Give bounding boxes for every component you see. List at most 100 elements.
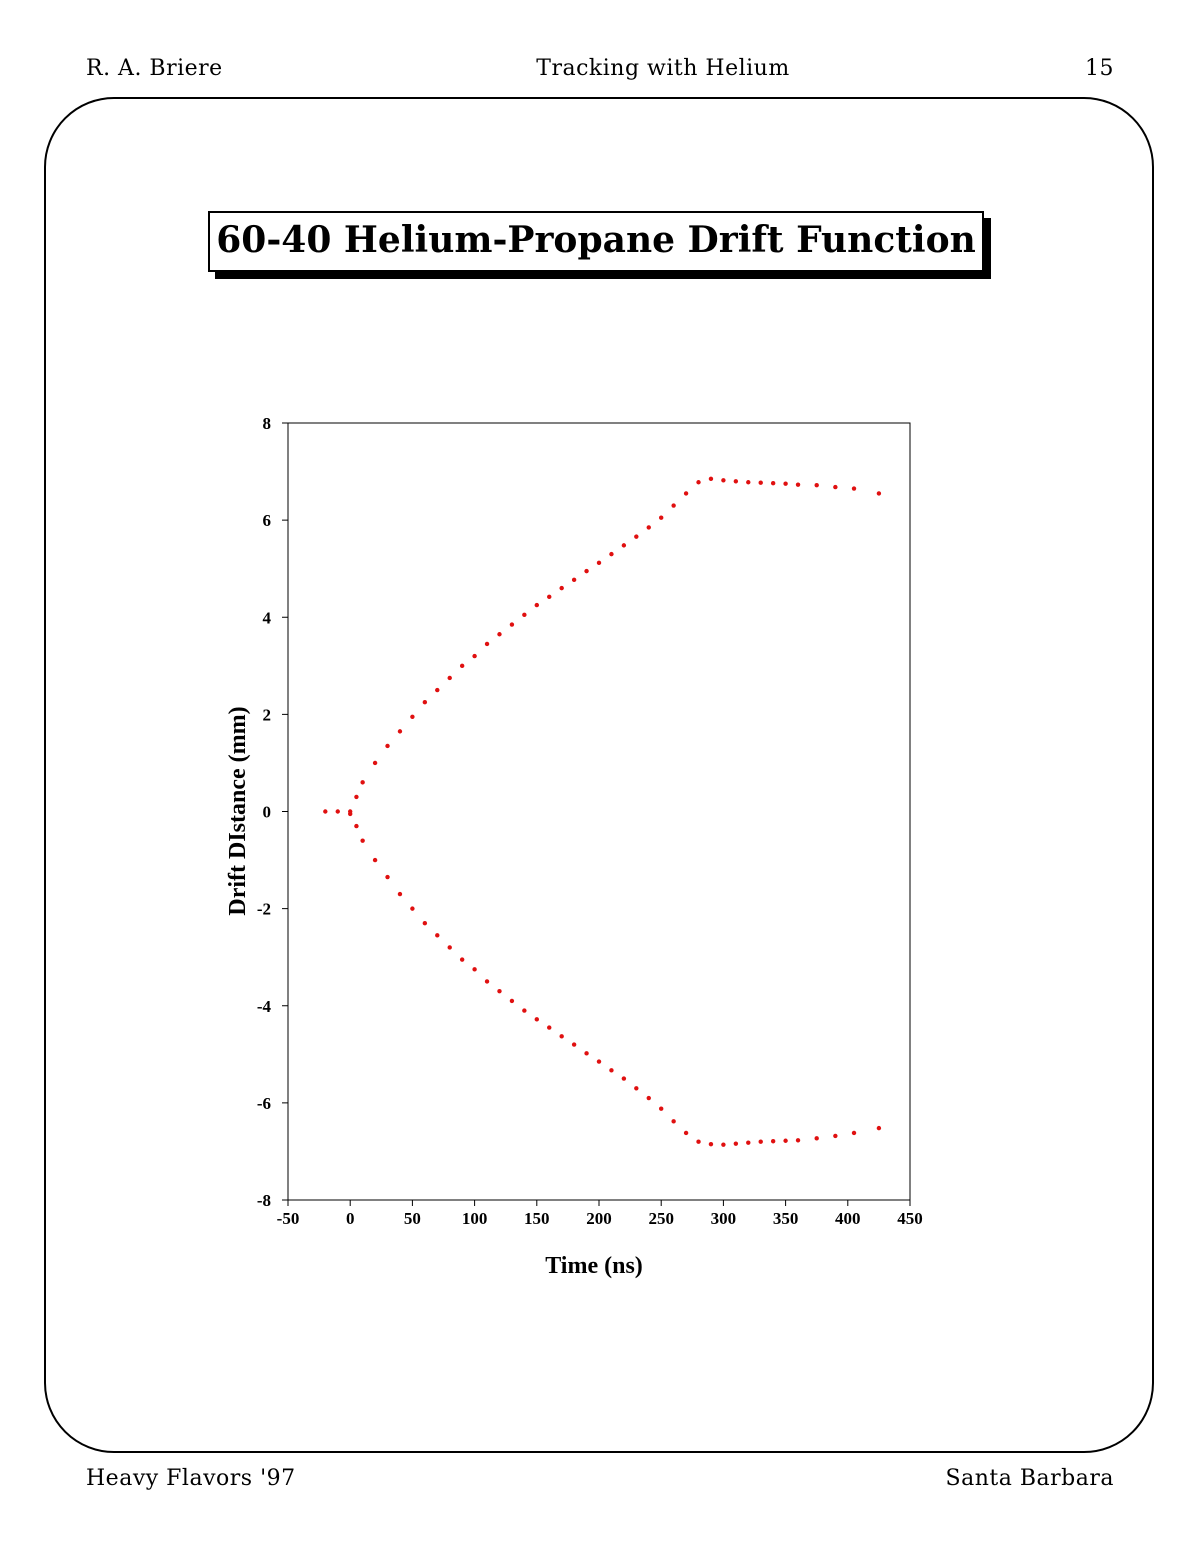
data-point [509, 622, 515, 627]
data-point [534, 1017, 539, 1022]
y-tick-label: 8 [263, 414, 272, 433]
data-point [522, 612, 527, 618]
data-point [547, 594, 552, 600]
data-point [708, 1141, 714, 1147]
data-point [348, 811, 353, 817]
x-tick-label: 400 [835, 1209, 861, 1228]
data-point [534, 602, 539, 608]
data-point [410, 714, 415, 720]
data-point [609, 1068, 614, 1073]
data-point [584, 1051, 589, 1056]
data-point [360, 838, 365, 843]
data-point [696, 1139, 701, 1144]
y-axis-title: Drift DIstance (mm) [225, 706, 251, 915]
data-point [354, 794, 359, 800]
data-point [646, 1095, 651, 1101]
data-point [770, 481, 776, 486]
y-tick-label: 4 [263, 608, 272, 627]
page-number: 15 [1085, 56, 1114, 81]
data-point [385, 874, 390, 880]
data-point [733, 479, 739, 484]
data-point [509, 998, 515, 1004]
x-axis-ticks: -50 0 50 100 150 200 250 300 350 400 450 [277, 1200, 923, 1228]
data-point [459, 663, 465, 669]
x-tick-label: -50 [277, 1209, 300, 1228]
x-tick-label: 350 [773, 1209, 799, 1228]
data-point [422, 920, 428, 926]
data-point [497, 988, 502, 994]
data-point [634, 1086, 639, 1091]
data-point [354, 823, 359, 829]
y-tick-label: -2 [257, 900, 271, 919]
data-points [323, 476, 882, 1147]
x-axis-title: Time (ns) [545, 1253, 643, 1279]
data-point [733, 1141, 739, 1146]
data-point [696, 480, 701, 485]
data-point [596, 1059, 602, 1064]
data-point [758, 480, 763, 485]
data-point [547, 1025, 552, 1030]
data-point [851, 1130, 857, 1136]
y-tick-label: 0 [263, 803, 272, 822]
header-title: Tracking with Helium [536, 56, 790, 81]
data-point [814, 482, 819, 488]
data-point [335, 809, 340, 814]
data-point [522, 1008, 527, 1013]
data-point [783, 481, 788, 486]
x-tick-label: 300 [711, 1209, 737, 1228]
data-point [795, 1138, 801, 1143]
x-tick-label: 50 [404, 1209, 421, 1228]
data-point [596, 560, 602, 566]
data-point [814, 1136, 819, 1141]
data-point [876, 1125, 882, 1131]
data-point [683, 1130, 689, 1136]
plot-area [287, 422, 911, 1201]
data-point [659, 1106, 664, 1111]
data-point [609, 551, 614, 557]
data-point [833, 1133, 838, 1139]
x-tick-label: 100 [462, 1209, 488, 1228]
data-point [571, 577, 577, 583]
data-point [397, 729, 403, 734]
data-point [758, 1139, 763, 1144]
slide-frame [44, 97, 1154, 1453]
data-point [721, 478, 726, 483]
data-point [659, 515, 664, 520]
data-point [447, 675, 452, 681]
data-point [634, 534, 639, 539]
data-point [559, 585, 564, 591]
data-point [559, 1034, 564, 1039]
data-point [459, 957, 465, 962]
data-point [621, 1076, 627, 1081]
data-point [360, 780, 365, 785]
y-axis-ticks: 8 6 4 2 0 -2 -4 -6 -8 [257, 414, 288, 1210]
data-point [851, 486, 857, 491]
data-point [646, 525, 651, 530]
x-tick-label: 200 [586, 1209, 612, 1228]
data-point [683, 491, 689, 496]
data-point [746, 480, 751, 485]
y-tick-label: 6 [263, 511, 272, 530]
data-point [447, 945, 452, 950]
data-point [385, 743, 390, 749]
x-tick-label: 250 [648, 1209, 674, 1228]
data-point [783, 1138, 788, 1143]
data-point [770, 1139, 776, 1144]
footer-conference: Heavy Flavors '97 [86, 1466, 296, 1491]
data-point [410, 906, 415, 911]
data-point [795, 482, 801, 487]
data-point [472, 653, 477, 659]
y-tick-label: -4 [257, 997, 272, 1016]
y-tick-label: 2 [263, 705, 272, 724]
data-point [372, 857, 378, 863]
data-point [671, 503, 676, 508]
data-point [708, 476, 714, 482]
data-point [484, 979, 490, 984]
y-tick-label: -8 [257, 1191, 271, 1210]
x-tick-label: 150 [524, 1209, 550, 1228]
data-point [484, 641, 490, 647]
header-author: R. A. Briere [86, 56, 223, 81]
data-point [435, 687, 440, 693]
y-tick-label: -6 [257, 1094, 271, 1113]
